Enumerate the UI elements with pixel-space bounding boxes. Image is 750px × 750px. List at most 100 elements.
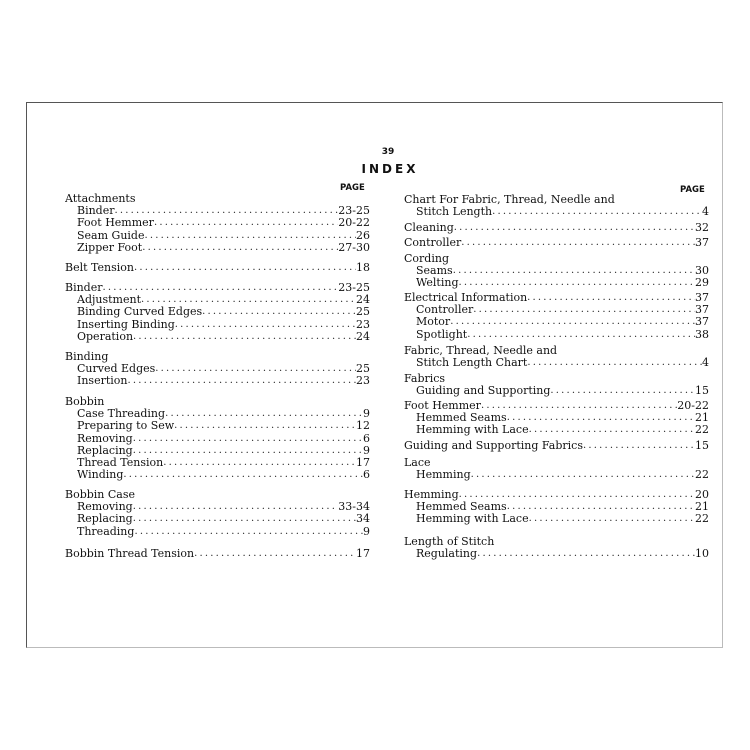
page-title: INDEX (361, 162, 419, 176)
entry-page: 25 (356, 363, 370, 376)
entry-page: 37 (695, 316, 709, 329)
dot-leader (583, 440, 695, 452)
dot-leader (477, 548, 695, 560)
entry-page: 20 (695, 489, 709, 501)
dot-leader (529, 424, 695, 436)
entry-label: Belt Tension (65, 262, 134, 274)
entry-label: Guiding and Supporting (416, 385, 551, 398)
dot-leader (123, 469, 363, 481)
dot-leader (175, 319, 356, 331)
entry-label: Fabric, Thread, Needle and (404, 345, 558, 357)
index-subentry: Zipper Foot 27-30 (65, 242, 370, 254)
entry-page: 4 (702, 357, 709, 370)
dot-leader (103, 282, 339, 294)
page-border (26, 102, 723, 648)
dot-leader (163, 457, 356, 469)
entry-label: Removing (77, 432, 133, 445)
dot-leader (527, 292, 695, 304)
index-heading: Binding (65, 351, 370, 363)
entry-label: Threading (77, 525, 135, 538)
entry-page: 37 (695, 237, 709, 249)
dot-leader (174, 420, 356, 432)
dot-leader (144, 230, 356, 242)
entry-label: Preparing to Sew (77, 420, 175, 433)
entry-page: 27-30 (338, 241, 370, 254)
entry-page: 22 (695, 424, 709, 437)
dot-leader (527, 357, 702, 369)
dot-leader (134, 262, 356, 274)
entry-page: 23-25 (338, 282, 370, 294)
entry-page: 23 (356, 318, 370, 331)
entry-label: Bobbin Case (65, 489, 136, 501)
index-heading: Guiding and Supporting Fabrics 15 (404, 440, 709, 452)
dot-leader (453, 265, 695, 277)
entry-label: Electrical Information (404, 292, 528, 304)
entry-label: Attachments (65, 193, 136, 205)
index-subentry: Hemmed Seams 21 (404, 412, 709, 424)
index-subentry: Seams 30 (404, 265, 709, 277)
entry-label: Binding (65, 351, 109, 363)
index-subentry: Winding 6 (65, 469, 370, 481)
index-heading: Bobbin Case (65, 489, 370, 501)
entry-label: Removing (77, 501, 133, 514)
dot-leader (459, 277, 695, 289)
dot-leader (154, 217, 338, 229)
index-heading: Foot Hemmer 20-22 (404, 400, 709, 412)
index-subentry: Hemming with Lace 22 (404, 513, 709, 525)
entry-page: 20-22 (677, 400, 709, 412)
entry-label: Binding Curved Edges (77, 306, 203, 319)
index-subentry: Hemming 22 (404, 469, 709, 481)
dot-leader (473, 304, 695, 316)
index-subentry: Replacing 34 (65, 513, 370, 525)
dot-leader (133, 513, 356, 525)
index-heading: Controller 37 (404, 237, 709, 249)
dot-leader (507, 501, 695, 513)
entry-label: Length of Stitch (404, 536, 495, 548)
index-heading: Electrical Information 37 (404, 292, 709, 304)
right-page-header: PAGE (680, 185, 705, 195)
entry-page: 6 (363, 432, 370, 445)
entry-label: Bobbin (65, 396, 105, 408)
entry-label: Seam Guide (77, 229, 145, 242)
index-subentry: Removing 33-34 (65, 501, 370, 513)
dot-leader (115, 205, 339, 217)
entry-page: 9 (363, 408, 370, 421)
entry-label: Regulating (416, 548, 478, 561)
entry-label: Winding (77, 469, 124, 482)
page-number: 39 (381, 147, 395, 157)
index-subentry: Welting 29 (404, 277, 709, 289)
entry-label: Welting (416, 277, 459, 290)
entry-label: Hemming with Lace (416, 513, 529, 526)
index-heading: Binder 23-25 (65, 282, 370, 294)
dot-leader (529, 513, 695, 525)
index-heading: Chart For Fabric, Thread, Needle and (404, 194, 709, 206)
index-heading: Bobbin (65, 396, 370, 408)
index-subentry: Adjustment 24 (65, 294, 370, 306)
index-subentry: Regulating 10 (404, 548, 709, 560)
entry-page: 23-25 (338, 205, 370, 218)
entry-label: Foot Hemmer (404, 400, 481, 412)
index-subentry: Hemmed Seams 21 (404, 501, 709, 513)
entry-page: 37 (695, 304, 709, 317)
index-heading: Length of Stitch (404, 536, 709, 548)
index-heading: Cording (404, 253, 709, 265)
entry-label: Replacing (77, 513, 133, 526)
index-heading: Lace (404, 457, 709, 469)
index-group: Belt Tension 18 (65, 262, 370, 274)
entry-label: Replacing (77, 444, 133, 457)
dot-leader (454, 222, 695, 234)
index-group: Controller 37 (404, 237, 709, 249)
index-subentry: Binding Curved Edges 25 (65, 306, 370, 318)
entry-page: 22 (695, 469, 709, 482)
index-subentry: Operation 24 (65, 331, 370, 343)
dot-leader (467, 329, 695, 341)
index-subentry: Binder 23-25 (65, 205, 370, 217)
entry-page: 15 (695, 440, 709, 452)
index-subentry: Spotlight 38 (404, 329, 709, 341)
entry-label: Stitch Length Chart (416, 357, 528, 370)
index-subentry: Case Threading 9 (65, 408, 370, 420)
index-group: Bobbin CaseRemoving33-34Replacing34Threa… (65, 489, 370, 538)
